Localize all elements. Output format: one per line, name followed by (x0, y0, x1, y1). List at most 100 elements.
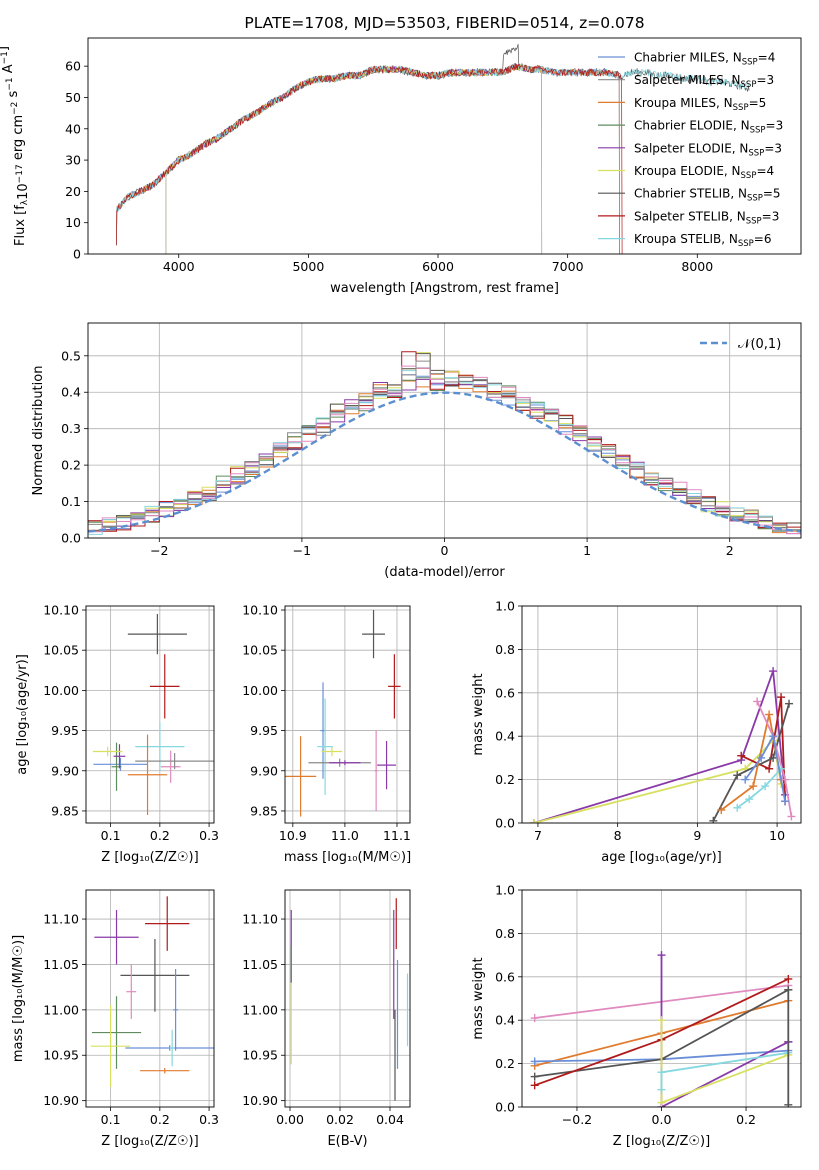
mass_weight_vs_age-xtick-label: 7 (534, 828, 542, 843)
legend-sub: SSP (746, 216, 762, 226)
mass-weight-line (660, 1020, 789, 1105)
mass_vs_EBV-xtick-label: 0.04 (376, 1112, 404, 1127)
mass_weight_vs_age-frame (521, 605, 802, 824)
residuals-xtick-label: 0 (441, 543, 449, 558)
residuals-xlabel: (data-model)/error (384, 565, 505, 580)
mass_weight_vs_Z-ylabel: mass weight (471, 957, 486, 1039)
legend-label: Kroupa MILES, NSSP=5 (634, 96, 766, 113)
spectrum-title: PLATE=1708, MJD=53503, FIBERID=0514, z=0… (244, 14, 644, 32)
age_vs_mass-xtick-label: 10.9 (279, 828, 307, 843)
age_vs_Z-ytick-label: 9.85 (51, 803, 79, 818)
spectrum-ylabel-part: λ (20, 199, 30, 205)
mass_vs_Z-ytick-label: 11.05 (43, 957, 79, 972)
age_vs_mass-xtick-label: 11.0 (331, 828, 359, 843)
spectrum-ytick-label: 60 (65, 59, 81, 74)
spectrum-xtick-label: 6000 (422, 259, 454, 274)
age_vs_Z-ylabel: age [log₁₀(age/yr)] (15, 654, 30, 775)
residuals-ylabel: Normed distribution (31, 366, 46, 496)
mass_vs_Z-ytick-label: 11.00 (43, 1002, 79, 1017)
legend-label: Chabrier ELODIE, NSSP=3 (634, 119, 783, 136)
mass_weight_vs_Z-ytick-label: 0.8 (495, 926, 515, 941)
spectrum-ylabel-part: Flux [f (13, 205, 28, 246)
mass_weight_vs_Z-xtick-label: −0.2 (562, 1112, 592, 1127)
spectrum-ylabel-part: erg cm (11, 115, 26, 164)
spectrum-ylabel-part: −2 (10, 102, 20, 115)
mass_vs_EBV-ytick-label: 11.10 (242, 912, 278, 927)
residuals-xtick-label: −2 (150, 543, 168, 558)
legend-sub: SSP (741, 171, 757, 181)
mass_weight_vs_Z-ytick-label: 0.2 (495, 1056, 515, 1071)
mass_weight_vs_Z-frame (521, 889, 802, 1108)
spectrum-ylabel-part: s (6, 90, 21, 101)
residuals-xtick-label: 1 (583, 543, 591, 558)
spectrum-frame (87, 37, 802, 255)
spectrum-xtick-label: 8000 (681, 259, 713, 274)
age_vs_Z-xtick-label: 0.3 (199, 828, 219, 843)
legend-value: =3 (762, 209, 780, 223)
legend-label: Kroupa STELIB, NSSP=6 (634, 232, 772, 249)
spectrum-ylabel-part: −1 (0, 51, 10, 64)
legend-sub: SSP (738, 239, 754, 249)
mass_vs_Z-xtick-label: 0.1 (101, 1112, 121, 1127)
age_vs_mass-ytick-label: 10.05 (242, 643, 278, 658)
spectrum-xtick-label: 7000 (552, 259, 584, 274)
mass_weight_vs_Z-plot-area (530, 951, 793, 1107)
age_vs_Z-ytick-label: 9.90 (51, 763, 79, 778)
mass_weight_vs_Z-ytick-label: 0.6 (495, 969, 515, 984)
age_vs_mass-xtick-label: 11.1 (383, 828, 411, 843)
spectrum-ytick-label: 40 (65, 121, 81, 136)
legend-name: Salpeter STELIB, N (634, 209, 746, 223)
mass_weight_vs_age-xtick-label: 9 (693, 828, 701, 843)
age_vs_mass-ytick-label: 10.00 (242, 683, 278, 698)
legend-name: Salpeter ELODIE, N (634, 141, 748, 155)
mass_weight_vs_Z-panel: −0.2 0.0 0.2 0.0 0.2 0.4 0.6 0.8 1.0 Z [log₁₀(Z/Z… (471, 883, 802, 1149)
mass_vs_Z-ytick-label: 11.10 (43, 912, 79, 927)
spectrum-series-line (165, 64, 543, 254)
legend-label: Salpeter STELIB, NSSP=3 (634, 209, 779, 226)
mass_vs_EBV-ytick-label: 11.00 (242, 1002, 278, 1017)
age_vs_mass-frame (284, 605, 411, 824)
residuals-frame (87, 322, 802, 539)
legend-name: Chabrier STELIB, N (634, 187, 747, 201)
mass_vs_Z-xtick-label: 0.3 (199, 1112, 219, 1127)
legend-value: =5 (749, 96, 767, 110)
mass_weight_vs_age-ytick-label: 0.6 (495, 685, 515, 700)
mass_weight_vs_Z-ytick-label: 1.0 (495, 883, 515, 898)
mass_vs_EBV-ytick-label: 10.90 (242, 1093, 278, 1108)
residual-histogram (88, 360, 801, 531)
mass_weight_vs_age-ytick-label: 1.0 (495, 599, 515, 614)
mass_weight_vs_age-ylabel: mass weight (471, 673, 486, 755)
normal-reference-curve (88, 391, 801, 533)
spectrum-series-line (165, 63, 543, 254)
mass_vs_Z-ytick-label: 10.90 (43, 1093, 79, 1108)
mass_vs_Z-xlabel: Z [log₁₀(Z/Z☉)] (101, 1134, 198, 1149)
spectrum-ylabel-part: −1 (5, 77, 15, 90)
age_vs_Z-xtick-label: 0.2 (150, 828, 170, 843)
spectrum-xtick-label: 4000 (163, 259, 195, 274)
mass_vs_EBV-ytick-label: 10.95 (242, 1048, 278, 1063)
spectrum-panel: 4000 5000 6000 7000 8000 0 10 20 30 40 50 60 PLATE=1… (0, 14, 802, 296)
legend-sub: SSP (741, 80, 757, 90)
mass_vs_EBV-ytick-label: 11.05 (242, 957, 278, 972)
age_vs_mass-ytick-label: 9.90 (250, 763, 278, 778)
mass_weight_vs_Z-ytick-label: 0.0 (495, 1100, 515, 1115)
spectrum-series-line (116, 63, 620, 254)
age_vs_mass-ytick-label: 9.95 (250, 723, 278, 738)
mass_vs_Z-plot-area (90, 896, 214, 1088)
age_vs_Z-xtick-label: 0.1 (101, 828, 121, 843)
residuals-ytick-label: 0.0 (61, 531, 81, 546)
mass_weight_vs_age-panel: 7 8 9 10 0.0 0.2 0.4 0.6 0.8 1.0 age [log₁₀(age/yr… (471, 599, 802, 865)
legend-value: =3 (766, 119, 784, 133)
age_vs_mass-panel: 10.9 11.0 11.1 9.85 9.90 9.95 10.00 10.05 10.10 m… (242, 603, 411, 865)
mass_weight_vs_age-ytick-label: 0.2 (495, 772, 515, 787)
legend-value: =3 (764, 141, 782, 155)
mass_weight_vs_Z-ytick-label: 0.4 (495, 1013, 515, 1028)
legend-value: =4 (756, 164, 774, 178)
spectrum-xlabel: wavelength [Angstrom, rest frame] (330, 281, 559, 296)
legend-label: Salpeter MILES, NSSP=3 (634, 73, 774, 90)
age_vs_mass-ytick-label: 10.10 (242, 603, 278, 618)
mass_weight_vs_age-xtick-label: 10 (769, 828, 785, 843)
spectrum-series-line (116, 63, 750, 246)
residuals-xtick-label: 2 (726, 543, 734, 558)
